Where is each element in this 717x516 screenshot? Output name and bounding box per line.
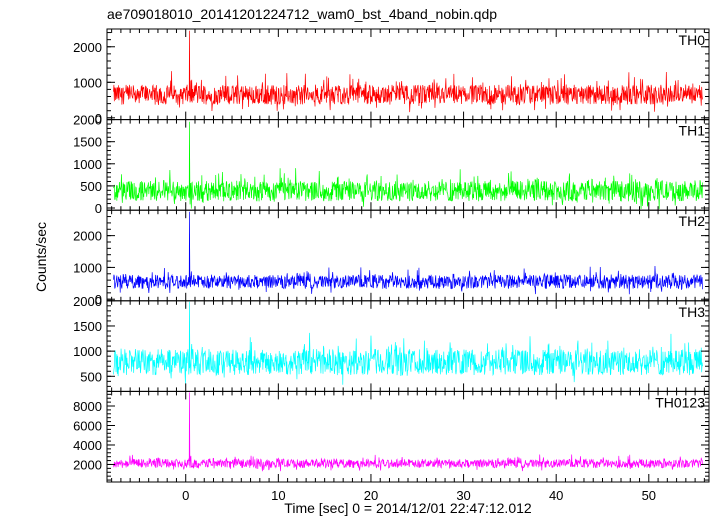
x-tick-label: 20 [364,488,378,503]
x-tick-label: 30 [456,488,470,503]
y-tick-label: 500 [80,179,102,194]
panel-th0: 0 1000 2000 TH0 [73,28,710,126]
series-th0123 [113,392,703,472]
y-tick-label: 0 [95,111,102,126]
panel-frame [106,209,710,302]
panel-label-th3: TH3 [679,304,706,320]
y-tick-label: 1000 [73,157,102,172]
x-tick-label: 40 [549,488,563,503]
y-tick-label: 1000 [73,260,102,275]
y-tick-label: 1000 [73,75,102,90]
y-tick-label: 1000 [73,344,102,359]
x-axis-tick-labels: 0 10 20 30 40 50 [182,488,656,503]
chart-title: ae709018010_20141201224712_wam0_bst_4ban… [107,6,497,22]
series-th1 [113,121,703,210]
y-axis-label: Counts/sec [33,222,49,292]
panel-th0123: 2000 4000 6000 8000 TH0123 [73,390,710,483]
panel-label-th0123: TH0123 [655,394,705,410]
panel-th3: 500 1000 1500 2000 TH3 [73,294,710,392]
x-tick-label: 50 [642,488,656,503]
panel-th2: 0 1000 2000 TH2 [73,209,710,307]
y-tick-label: 1500 [73,135,102,150]
panel-label-th2: TH2 [679,213,706,229]
panel-frame [106,390,710,483]
y-tick-label: 2000 [73,113,102,128]
series-th0 [113,30,703,113]
y-tick-label: 2000 [73,457,102,472]
y-tick-label: 6000 [73,418,102,433]
panel-label-th1: TH1 [679,123,706,139]
panel-th1: 0 500 1000 1500 2000 TH1 [73,113,710,216]
series-th3 [113,301,703,385]
y-tick-label: 4000 [73,438,102,453]
y-tick-label: 1500 [73,319,102,334]
y-tick-label: 2000 [73,229,102,244]
y-tick-label: 2000 [73,40,102,55]
y-tick-label: 2000 [73,294,102,309]
x-tick-label: 10 [271,488,285,503]
y-tick-label: 500 [80,369,102,384]
y-tick-label: 0 [95,292,102,307]
y-tick-label: 0 [95,201,102,216]
panel-frame [106,300,710,392]
x-axis-label: Time [sec] 0 = 2014/12/01 22:47:12.012 [284,500,532,516]
panels: 0 1000 2000 TH0 0 500 1000 1500 2000 TH1 0 1000 2000… [73,28,710,483]
panel-frame [106,28,710,121]
x-tick-label: 0 [182,488,189,503]
y-tick-label: 8000 [73,399,102,414]
series-th2 [113,211,703,295]
panel-label-th0: TH0 [679,32,706,48]
